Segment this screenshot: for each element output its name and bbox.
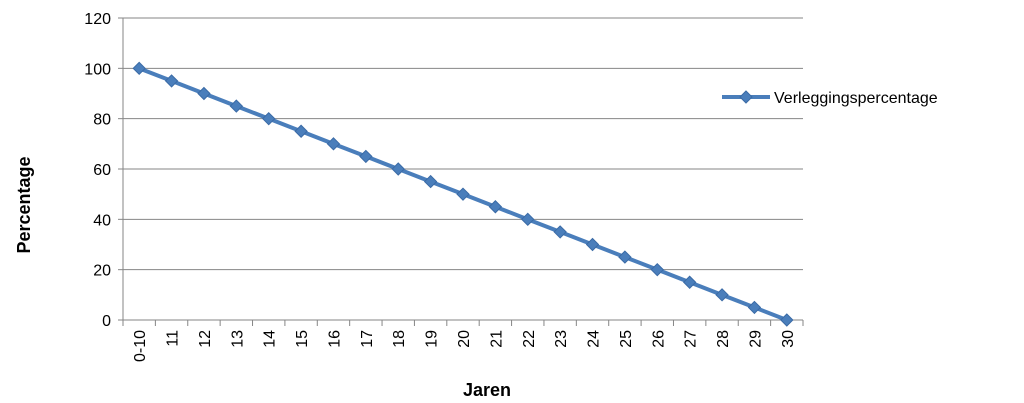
data-point	[715, 288, 729, 302]
x-tick-label: 28	[715, 330, 732, 348]
x-tick-label: 30	[780, 330, 797, 348]
x-tick-label: 11	[165, 330, 182, 347]
x-tick-label: 21	[488, 330, 505, 348]
x-tick-label: 17	[359, 330, 376, 348]
data-point	[294, 124, 308, 138]
x-tick-label: 29	[747, 330, 764, 348]
x-tick-labels: 0-10 11 12 13 14 15 16 17 18 19 20 21 22 23 24 25 26 27 28…	[122, 320, 804, 362]
x-tick-label: 0-10	[132, 330, 149, 362]
data-point	[262, 111, 276, 126]
x-tick-label: 20	[456, 330, 473, 348]
x-tick-label: 27	[683, 330, 700, 348]
data-point	[488, 200, 503, 214]
data-point	[650, 262, 664, 277]
y-tick-label: 120	[84, 11, 111, 28]
legend-label: Verleggingspercentage	[774, 90, 938, 107]
y-tick-label: 40	[93, 212, 111, 229]
data-point	[391, 162, 405, 176]
data-point	[456, 187, 470, 201]
x-tick-label: 24	[586, 330, 603, 348]
data-point	[553, 225, 567, 239]
gridlines	[123, 17, 803, 271]
legend: Verleggingspercentage	[722, 90, 938, 107]
y-tick-label: 100	[84, 61, 111, 78]
data-point	[780, 313, 794, 327]
legend-marker-diamond-icon	[739, 90, 753, 104]
data-point	[359, 149, 373, 164]
y-tick-label: 60	[93, 162, 111, 179]
data-point	[326, 137, 341, 151]
data-point	[229, 99, 244, 113]
x-tick-label: 19	[424, 330, 441, 348]
x-tick-label: 22	[521, 330, 538, 348]
data-point	[164, 74, 179, 88]
y-tick-label: 0	[102, 313, 111, 330]
data-point	[423, 174, 438, 189]
y-axis-title: Percentage	[14, 156, 34, 253]
x-axis-title: Jaren	[463, 380, 511, 400]
x-tick-label: 25	[618, 330, 635, 348]
y-tick-label: 80	[93, 112, 111, 129]
y-tick-labels: 0 20 40 60 80 100 120	[84, 11, 123, 330]
data-point	[747, 300, 762, 315]
x-tick-label: 18	[391, 330, 408, 348]
data-point	[132, 61, 146, 76]
x-tick-label: 26	[650, 330, 667, 348]
x-tick-label: 13	[229, 330, 246, 348]
data-point	[197, 86, 211, 101]
x-tick-label: 14	[262, 330, 279, 348]
x-tick-label: 12	[197, 330, 214, 348]
data-point	[521, 212, 535, 227]
x-tick-label: 16	[326, 330, 343, 348]
y-tick-label: 20	[93, 263, 111, 280]
data-point	[585, 237, 600, 252]
data-point	[682, 275, 697, 289]
x-tick-label: 15	[294, 330, 311, 348]
data-point	[618, 250, 632, 264]
series	[132, 61, 794, 327]
x-tick-label: 23	[553, 330, 570, 348]
